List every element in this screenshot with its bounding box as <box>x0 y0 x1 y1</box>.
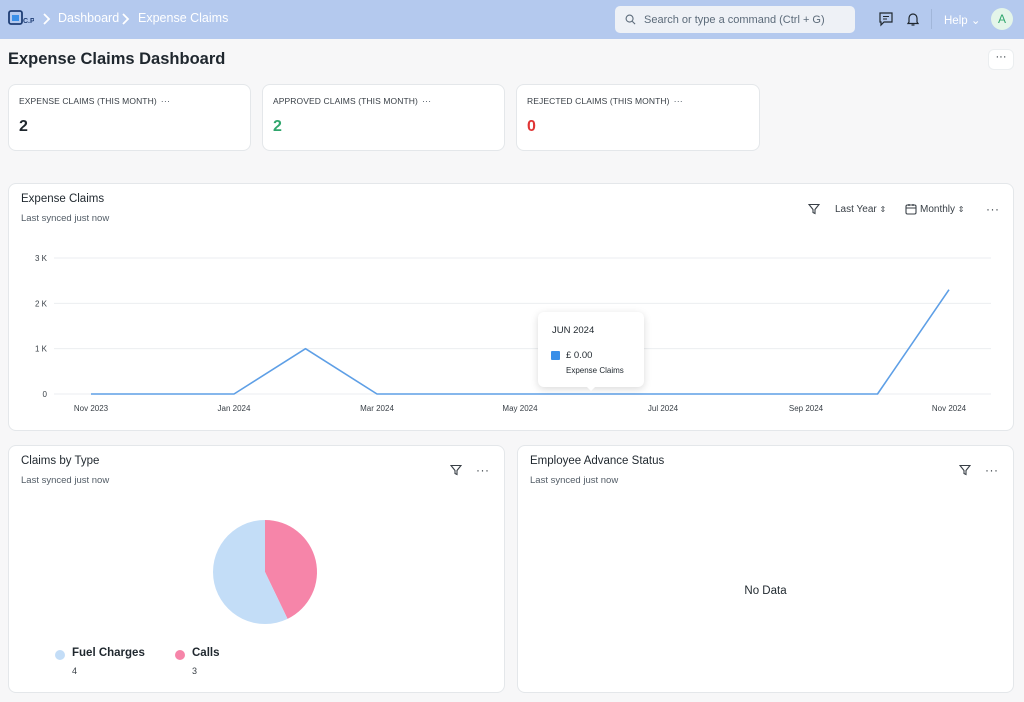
avatar[interactable]: A <box>991 8 1013 30</box>
y-tick-label: 2 K <box>35 299 48 308</box>
x-tick-label: Nov 2023 <box>74 404 109 413</box>
tooltip-swatch <box>551 351 560 360</box>
page-title: Expense Claims Dashboard <box>8 50 226 68</box>
filter-icon[interactable] <box>450 464 462 476</box>
legend-label-calls: Calls <box>192 647 220 659</box>
chart-subtitle: Last synced just now <box>21 213 110 224</box>
expense-claims-chart-card: Expense Claims Last synced just now Last… <box>8 183 1014 431</box>
x-tick-label: Mar 2024 <box>360 404 394 413</box>
tooltip-arrow <box>585 385 597 391</box>
breadcrumb-expense-claims[interactable]: Expense Claims <box>138 11 229 25</box>
card-menu-icon[interactable]: ··· <box>986 202 1000 216</box>
line-chart: 0 1 K 2 K 3 K Nov 2023 Jan 2024 Mar 2024 May 20… <box>35 254 991 413</box>
series-line <box>91 289 950 395</box>
chevron-down-icon: ⌄ <box>970 15 981 27</box>
chart-title: Expense Claims <box>21 193 105 205</box>
page-menu-button[interactable]: ··· <box>988 49 1014 70</box>
pie-slice-fuel-charges[interactable] <box>213 520 288 624</box>
search-input[interactable]: Search or type a command (Ctrl + G) <box>615 6 855 33</box>
number-card-value: 2 <box>273 118 282 135</box>
chat-icon[interactable] <box>878 11 894 27</box>
card-menu-icon[interactable]: ··· <box>673 96 683 106</box>
number-card-value: 2 <box>19 118 28 135</box>
chart-tooltip: JUN 2024 £ 0.00 Expense Claims <box>538 312 644 391</box>
navbar-divider <box>931 9 932 29</box>
number-card-rejected-claims[interactable]: REJECTED CLAIMS (THIS MONTH) ··· 0 <box>516 84 760 151</box>
card-menu-icon[interactable]: ··· <box>476 463 490 477</box>
search-placeholder: Search or type a command (Ctrl + G) <box>644 13 825 26</box>
card-menu-icon[interactable]: ··· <box>421 96 432 106</box>
tooltip-series-name: Expense Claims <box>566 366 624 375</box>
tooltip-title: JUN 2024 <box>552 325 595 336</box>
chart-title: Claims by Type <box>21 455 100 467</box>
search-icon <box>625 14 636 25</box>
legend-value-fuel-charges: 4 <box>72 666 78 676</box>
legend-value-calls: 3 <box>192 666 198 676</box>
sort-icon: ⇕ <box>879 205 887 214</box>
calendar-icon <box>905 204 917 215</box>
svg-text:C.P: C.P <box>23 18 34 25</box>
filter-icon[interactable] <box>808 203 820 215</box>
x-tick-label: Nov 2024 <box>932 404 967 413</box>
interval-select[interactable]: Monthly ⇕ <box>920 204 965 215</box>
legend-swatch-calls <box>175 650 185 660</box>
x-tick-label: May 2024 <box>502 404 538 413</box>
sort-icon: ⇕ <box>957 205 965 214</box>
number-card-approved-claims[interactable]: APPROVED CLAIMS (THIS MONTH) ··· 2 <box>262 84 505 151</box>
timespan-select[interactable]: Last Year ⇕ <box>835 204 887 215</box>
bell-icon[interactable] <box>905 11 921 27</box>
filter-icon[interactable] <box>959 464 971 476</box>
card-menu-icon[interactable]: ··· <box>985 463 999 477</box>
y-tick-label: 3 K <box>35 254 48 263</box>
chart-subtitle: Last synced just now <box>21 475 110 486</box>
number-card-value: 0 <box>527 118 536 135</box>
legend-swatch-fuel-charges <box>55 650 65 660</box>
no-data-message: No Data <box>744 585 787 597</box>
pie-chart <box>213 520 318 624</box>
pie-slice-calls[interactable] <box>265 520 318 619</box>
chart-title: Employee Advance Status <box>530 455 665 467</box>
number-card-label: REJECTED CLAIMS (THIS MONTH) ··· <box>527 96 683 106</box>
x-tick-label: Sep 2024 <box>789 404 824 413</box>
employee-advance-status-card: Employee Advance Status Last synced just… <box>517 445 1014 693</box>
breadcrumb-dashboard[interactable]: Dashboard <box>58 11 120 25</box>
chevron-right-icon <box>43 13 51 25</box>
tooltip-value: £ 0.00 <box>566 350 593 361</box>
x-tick-label: Jul 2024 <box>648 404 679 413</box>
x-tick-label: Jan 2024 <box>218 404 251 413</box>
help-menu[interactable]: Help ⌄ <box>944 15 981 27</box>
y-tick-label: 1 K <box>35 345 48 354</box>
app-logo-icon[interactable]: C.P <box>8 9 34 29</box>
number-card-label: APPROVED CLAIMS (THIS MONTH) ··· <box>273 96 432 106</box>
number-card-label: EXPENSE CLAIMS (THIS MONTH) ··· <box>19 96 171 106</box>
number-card-expense-claims[interactable]: EXPENSE CLAIMS (THIS MONTH) ··· 2 <box>8 84 251 151</box>
y-tick-label: 0 <box>43 390 48 399</box>
card-menu-icon[interactable]: ··· <box>160 96 171 106</box>
chart-subtitle: Last synced just now <box>530 475 619 486</box>
chevron-right-icon <box>122 13 130 25</box>
legend-label-fuel-charges: Fuel Charges <box>72 647 145 659</box>
navbar: C.P Dashboard Expense Claims Search or t… <box>0 0 1024 39</box>
claims-by-type-card: Claims by Type Last synced just now ··· … <box>8 445 505 693</box>
